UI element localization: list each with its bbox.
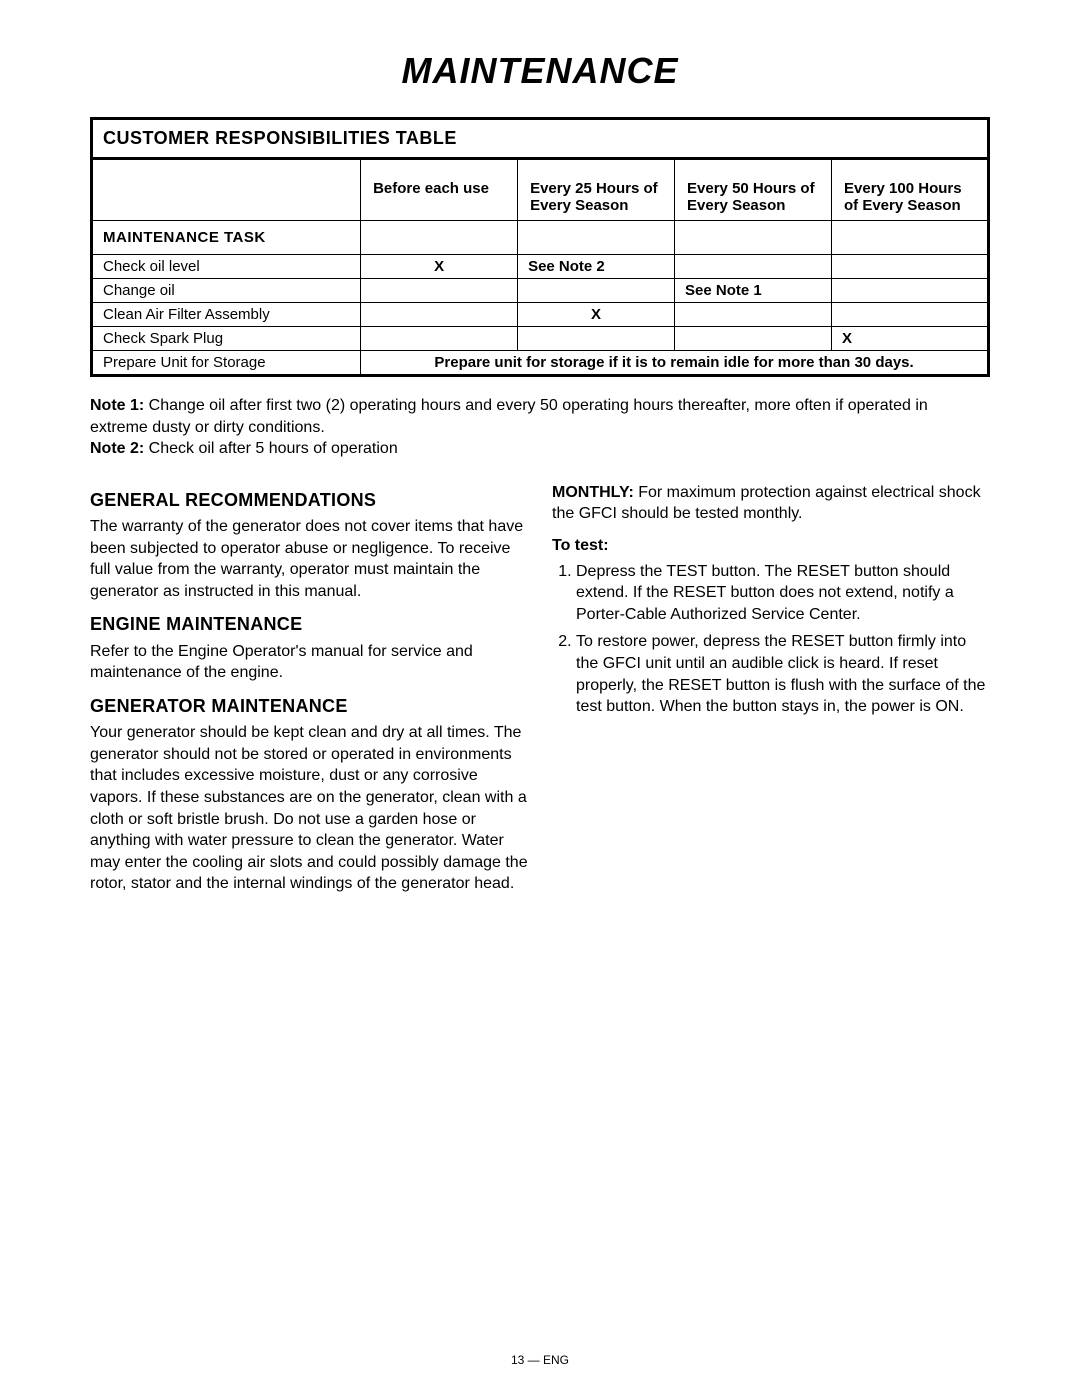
page-title: MAINTENANCE [90, 50, 990, 92]
task-cell: Check oil level [92, 255, 361, 279]
table-row: Check Spark Plug X [92, 327, 989, 351]
paragraph: Refer to the Engine Operator's manual fo… [90, 641, 528, 684]
table-header-blank [92, 159, 361, 221]
note2-text: Check oil after 5 hours of operation [144, 440, 397, 457]
notes-block: Note 1: Change oil after first two (2) o… [90, 395, 990, 460]
cell [675, 303, 832, 327]
left-column: GENERAL RECOMMENDATIONS The warranty of … [90, 482, 528, 905]
paragraph: Your generator should be kept clean and … [90, 722, 528, 895]
cell: X [518, 303, 675, 327]
cell: See Note 2 [518, 255, 675, 279]
list-item: Depress the TEST button. The RESET butto… [576, 561, 990, 626]
table-header-c3: Every 50 Hours of Every Season [675, 159, 832, 221]
merged-cell: Prepare unit for storage if it is to rem… [361, 351, 989, 376]
note1-label: Note 1: [90, 397, 144, 414]
task-cell: Check Spark Plug [92, 327, 361, 351]
table-title: CUSTOMER RESPONSIBILITIES TABLE [92, 119, 989, 159]
page-footer: 13 — ENG [0, 1353, 1080, 1367]
cell [518, 327, 675, 351]
right-column: MONTHLY: For maximum protection against … [552, 482, 990, 905]
test-steps-list: Depress the TEST button. The RESET butto… [552, 561, 990, 718]
cell: See Note 1 [675, 279, 832, 303]
section-heading: GENERAL RECOMMENDATIONS [90, 488, 528, 512]
table-header-c1: Before each use [361, 159, 518, 221]
cell [832, 279, 989, 303]
table-mt-row: MAINTENANCE TASK [92, 221, 989, 255]
monthly-label: MONTHLY: [552, 484, 634, 501]
table-row: Clean Air Filter Assembly X [92, 303, 989, 327]
list-item: To restore power, depress the RESET butt… [576, 631, 990, 717]
paragraph: The warranty of the generator does not c… [90, 516, 528, 602]
task-cell: Prepare Unit for Storage [92, 351, 361, 376]
cell [675, 255, 832, 279]
section-heading: GENERATOR MAINTENANCE [90, 694, 528, 718]
task-cell: Change oil [92, 279, 361, 303]
cell [361, 303, 518, 327]
table-row: Prepare Unit for Storage Prepare unit fo… [92, 351, 989, 376]
cell [832, 303, 989, 327]
cell [832, 255, 989, 279]
note2-label: Note 2: [90, 440, 144, 457]
cell: X [832, 327, 989, 351]
table-header-c4: Every 100 Hours of Every Season [832, 159, 989, 221]
cell [518, 279, 675, 303]
maintenance-task-label: MAINTENANCE TASK [92, 221, 361, 255]
table-row: Check oil level X See Note 2 [92, 255, 989, 279]
table-row: Change oil See Note 1 [92, 279, 989, 303]
responsibilities-table: CUSTOMER RESPONSIBILITIES TABLE Before e… [90, 117, 990, 377]
table-title-row: CUSTOMER RESPONSIBILITIES TABLE [92, 119, 989, 159]
table-header-row: Before each use Every 25 Hours of Every … [92, 159, 989, 221]
cell: X [361, 255, 518, 279]
note1-text: Change oil after first two (2) operating… [90, 397, 928, 436]
cell [675, 327, 832, 351]
to-test-label: To test: [552, 535, 990, 557]
cell [361, 327, 518, 351]
cell [361, 279, 518, 303]
task-cell: Clean Air Filter Assembly [92, 303, 361, 327]
table-header-c2: Every 25 Hours of Every Season [518, 159, 675, 221]
section-heading: ENGINE MAINTENANCE [90, 612, 528, 636]
